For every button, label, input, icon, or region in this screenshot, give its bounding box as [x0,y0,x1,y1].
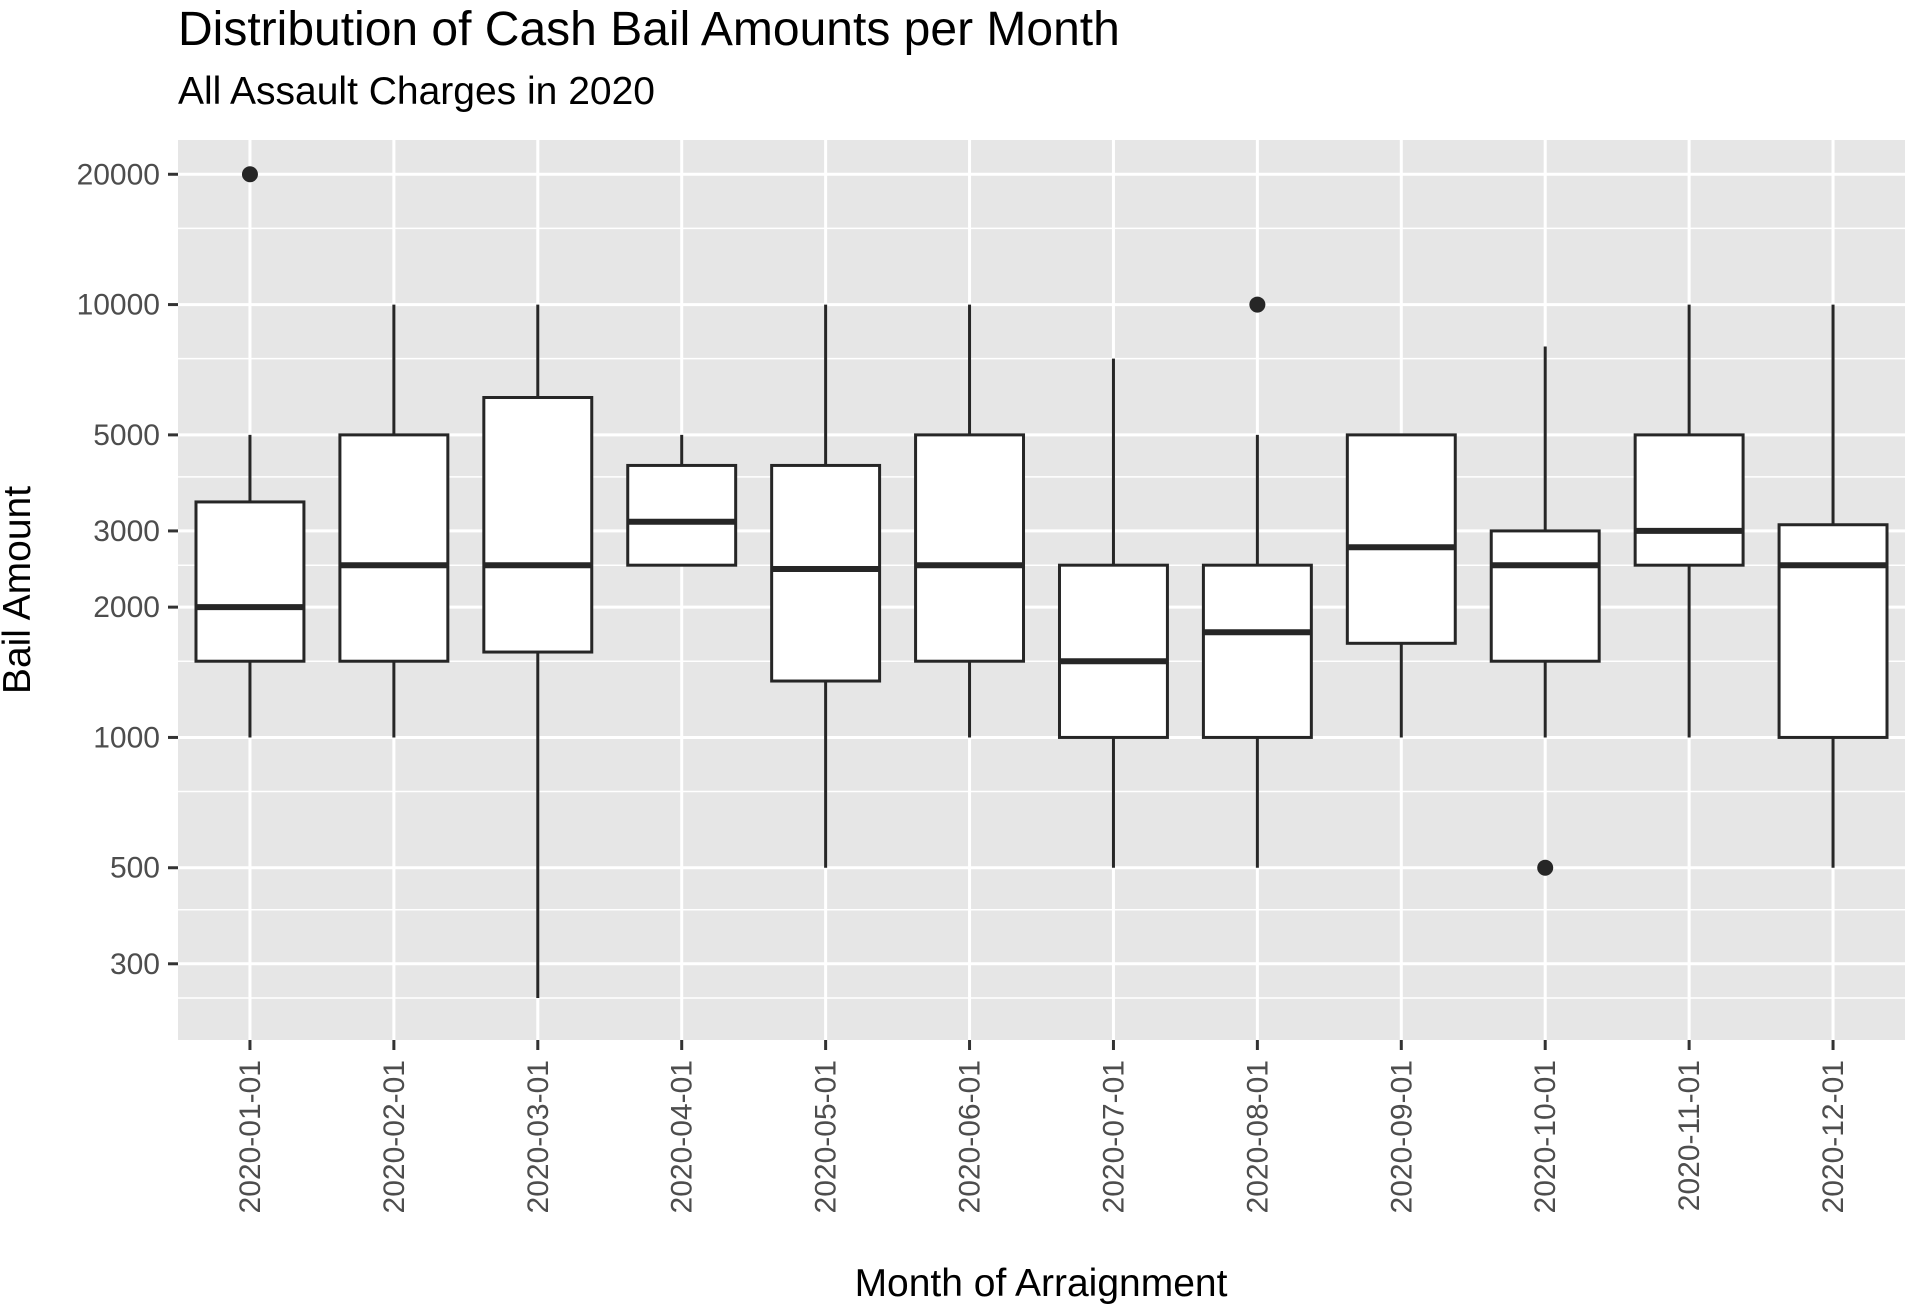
box-iqr [1057,563,1169,739]
box-iqr [1777,523,1889,739]
box-iqr [914,433,1026,663]
y-tick-label-3: 2000 [93,591,160,624]
x-axis-title: Month of Arraignment [855,1262,1228,1305]
outlier-point-0 [1537,859,1554,876]
chart-title: Distribution of Cash Bail Amounts per Mo… [178,3,1120,56]
box-2020-05-01 [770,304,882,868]
box-2020-02-01 [338,304,450,738]
box-iqr [1345,433,1457,645]
outlier-point-0 [1249,296,1266,313]
y-tick-label-4: 3000 [93,515,160,548]
x-tick-label-5: 2020-06-01 [954,1060,987,1213]
x-tick-label-6: 2020-07-01 [1097,1060,1130,1213]
x-tick-label-7: 2020-08-01 [1241,1060,1274,1213]
minor-gridlines [178,227,1905,999]
x-tick-label-1: 2020-02-01 [378,1060,411,1213]
box-iqr [194,500,306,663]
box-iqr [482,396,594,654]
x-tick-label-2: 2020-03-01 [522,1060,555,1213]
box-iqr [1489,529,1601,663]
x-tick-label-4: 2020-05-01 [810,1060,843,1213]
y-tick-label-2: 1000 [93,721,160,754]
boxes [194,166,1889,999]
x-tick-label-0: 2020-01-01 [234,1060,267,1213]
plot-panel [178,140,1905,1040]
y-tick-label-7: 20000 [77,158,160,191]
x-tick-label-3: 2020-04-01 [666,1060,699,1213]
box-2020-12-01 [1777,304,1889,868]
box-iqr [338,433,450,663]
y-tick-label-1: 500 [110,852,160,885]
box-2020-07-01 [1057,358,1169,868]
box-2020-08-01 [1201,296,1313,868]
box-2020-03-01 [482,304,594,999]
y-tick-label-5: 5000 [93,419,160,452]
box-iqr [1633,433,1745,567]
y-axis: 300 500 1000 2000 3000 5000 10000 20000 [77,158,178,981]
box-2020-09-01 [1345,433,1457,738]
outlier-point-0 [241,166,258,183]
box-2020-10-01 [1489,346,1601,876]
y-tick-label-0: 300 [110,948,160,981]
box-2020-04-01 [626,434,738,567]
box-2020-06-01 [914,304,1026,738]
x-axis: 2020-01-01 2020-02-01 2020-03-01 2020-04-01… [234,1040,1850,1213]
x-tick-label-9: 2020-10-01 [1529,1060,1562,1213]
box-iqr [626,463,738,567]
y-axis-title: Bail Amount [0,486,39,694]
box-iqr [1201,563,1313,739]
x-tick-label-10: 2020-11-01 [1673,1060,1706,1211]
y-tick-label-6: 10000 [77,289,160,322]
x-tick-label-8: 2020-09-01 [1385,1060,1418,1213]
box-iqr [770,463,882,683]
chart-subtitle: All Assault Charges in 2020 [178,70,655,113]
x-tick-label-11: 2020-12-01 [1817,1060,1850,1213]
box-2020-01-01 [194,166,306,738]
box-2020-11-01 [1633,304,1745,738]
